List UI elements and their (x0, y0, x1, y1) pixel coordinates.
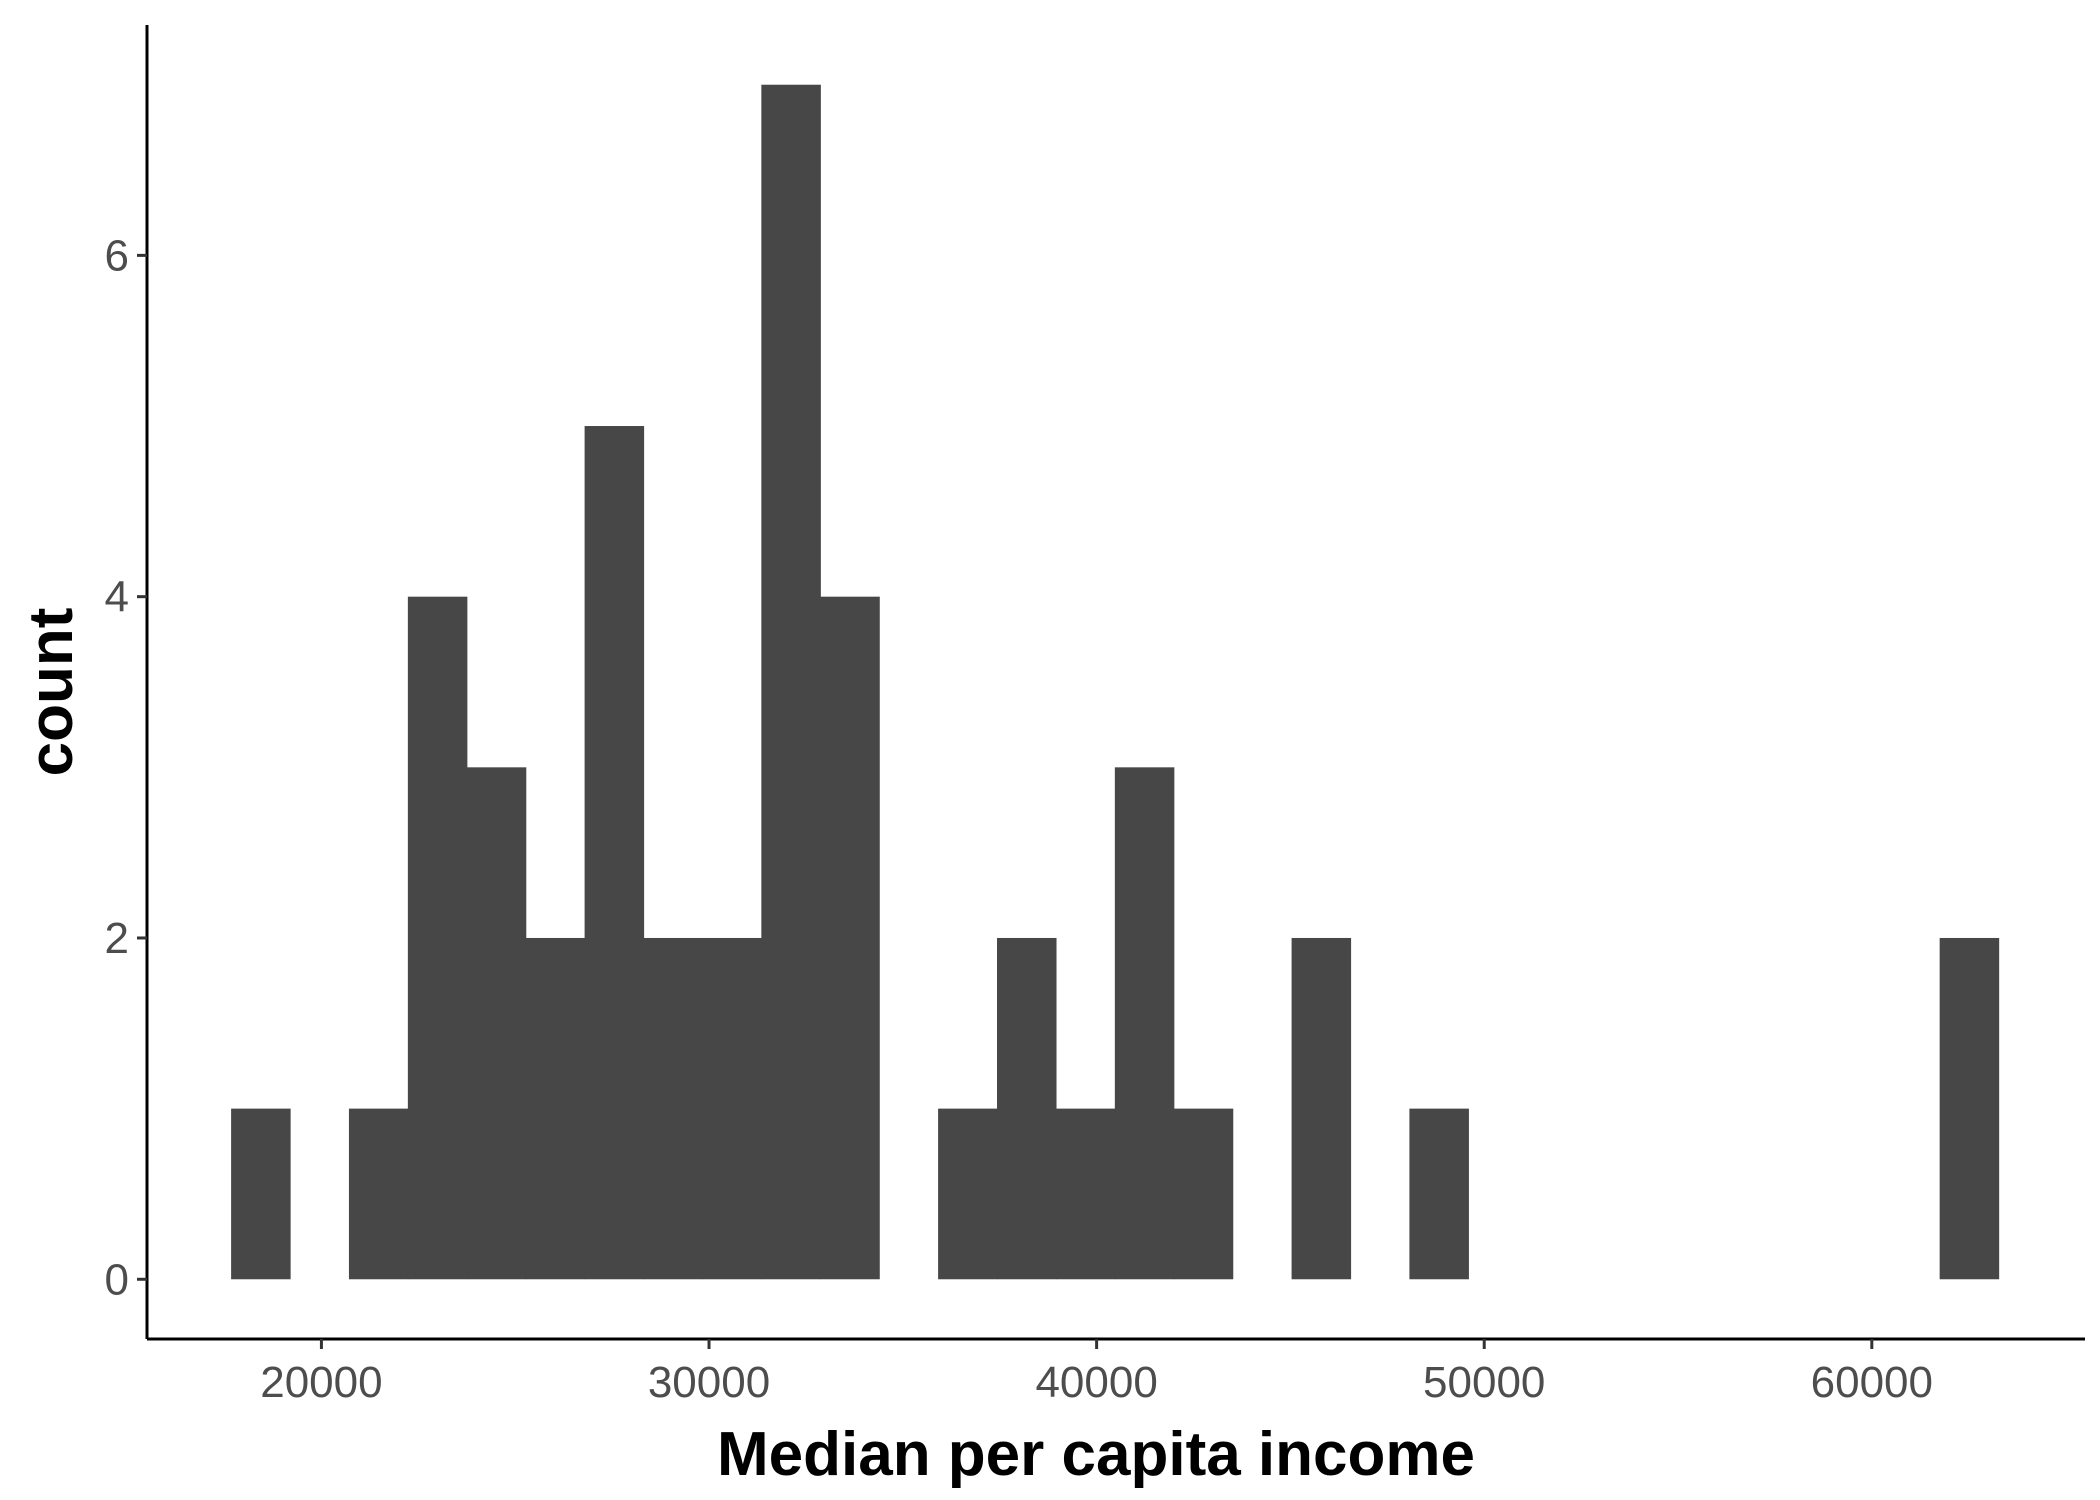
histogram-bar-7 (643, 937, 704, 1280)
histogram-bar-8 (702, 937, 762, 1280)
y-axis-title: count (17, 608, 86, 777)
histogram-bar-16 (1173, 1108, 1234, 1280)
y-tick-label: 0 (105, 1255, 129, 1304)
y-axis-ticks: 0 2 4 6 (105, 231, 147, 1304)
x-tick-label: 40000 (1035, 1358, 1157, 1407)
x-tick-label: 30000 (648, 1358, 770, 1407)
histogram-bars (231, 84, 2000, 1280)
y-tick-label: 6 (105, 231, 129, 280)
histogram-bar-29 (1939, 937, 2000, 1280)
x-axis-ticks: 20000 30000 40000 50000 60000 (260, 1339, 1933, 1407)
histogram-bar-3 (407, 596, 468, 1280)
histogram-bar-0 (231, 1108, 291, 1280)
histogram-bar-14 (1055, 1108, 1116, 1280)
histogram-bar-18 (1291, 937, 1352, 1280)
histogram-bar-4 (466, 767, 527, 1280)
histogram-bar-5 (525, 937, 586, 1280)
histogram-bar-13 (997, 937, 1057, 1280)
histogram-bar-20 (1409, 1108, 1469, 1280)
histogram-bar-12 (938, 1108, 998, 1280)
histogram-bar-2 (348, 1108, 409, 1280)
y-tick-label: 4 (105, 573, 129, 622)
x-tick-label: 50000 (1423, 1358, 1545, 1407)
y-tick-label: 2 (105, 914, 129, 963)
x-tick-label: 60000 (1811, 1358, 1933, 1407)
histogram-bar-9 (761, 84, 821, 1280)
histogram-bar-10 (820, 596, 880, 1280)
x-tick-label: 20000 (260, 1358, 382, 1407)
histogram-bar-15 (1114, 767, 1175, 1280)
x-axis-title: Median per capita income (717, 1420, 1475, 1489)
histogram-bar-6 (584, 426, 645, 1280)
